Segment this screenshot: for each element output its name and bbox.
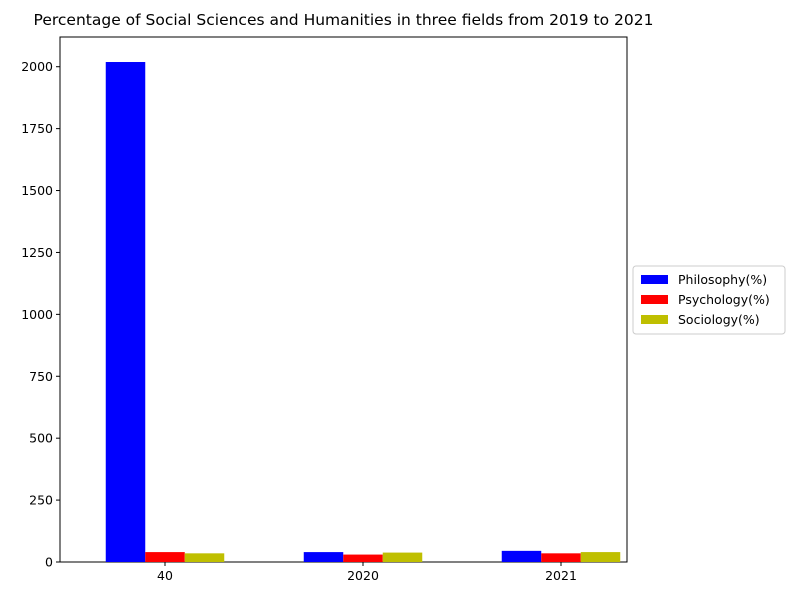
plot-area: 0 250 500 750 1000 1250 1500 1750 2000 40 2020 2021 — [21, 36, 628, 583]
y-tick-label: 250 — [29, 493, 53, 508]
legend-swatch — [641, 315, 668, 324]
bar-philosophy-40 — [105, 62, 146, 563]
legend: Philosophy(%) Psychology(%) Sociology(%) — [632, 265, 786, 335]
bar-psychology-40 — [145, 552, 185, 562]
y-tick-label: 0 — [45, 555, 53, 570]
bar-psychology-2020 — [343, 554, 383, 562]
y-tick-label: 1000 — [21, 307, 53, 322]
bar-sociology-2021 — [580, 552, 621, 562]
chart-title: Percentage of Social Sciences and Humani… — [34, 11, 654, 29]
y-tick-label: 1250 — [21, 245, 53, 260]
x-tick-label: 2021 — [545, 568, 577, 583]
legend-label: Philosophy(%) — [678, 272, 767, 287]
bar-philosophy-2021 — [501, 550, 542, 562]
legend-label: Psychology(%) — [678, 292, 770, 307]
y-tick-label: 1500 — [21, 183, 53, 198]
bar-sociology-40 — [184, 553, 225, 562]
legend-label: Sociology(%) — [678, 312, 760, 327]
x-tick-label: 40 — [157, 568, 173, 583]
y-tick-label: 750 — [29, 369, 53, 384]
bar-psychology-2021 — [541, 553, 581, 562]
bar-philosophy-2020 — [303, 552, 344, 562]
legend-box — [632, 265, 786, 335]
y-tick-label: 1750 — [21, 121, 53, 136]
x-tick-label: 2020 — [347, 568, 379, 583]
bar-sociology-2020 — [382, 552, 423, 562]
y-tick-label: 2000 — [21, 59, 53, 74]
legend-swatch — [641, 275, 668, 284]
y-tick-label: 500 — [29, 431, 53, 446]
legend-swatch — [641, 295, 668, 304]
